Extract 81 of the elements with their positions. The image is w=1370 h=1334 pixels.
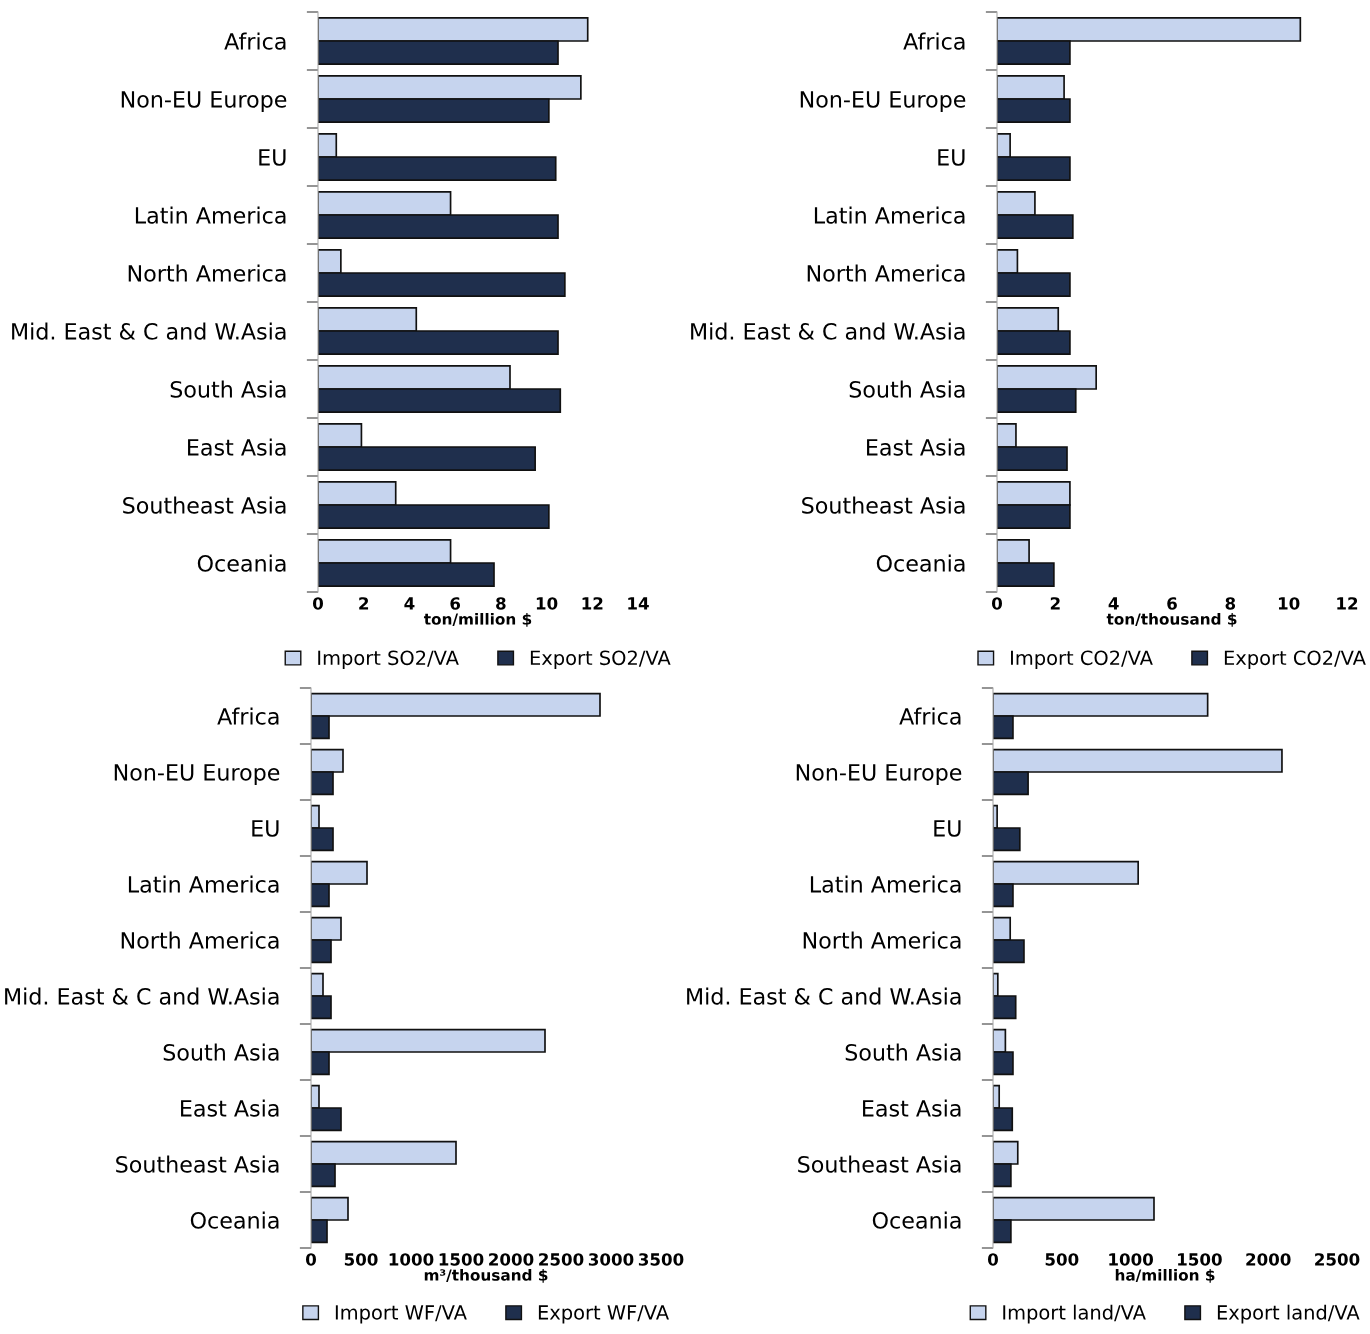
legend-label: Import SO2/VA [318, 650, 459, 669]
x-tick-label: 0 [992, 597, 1002, 610]
legend-label: Export CO2/VA [1224, 650, 1366, 669]
y-tick-label: Non-EU Europe [796, 764, 962, 786]
y-tick-label: Oceania [876, 554, 965, 572]
y-tick-label: North America [807, 264, 965, 282]
x-tick-label: 12 [1337, 597, 1358, 610]
x-axis-title: ha/million $ [1115, 1268, 1215, 1283]
legend-label: Import WF/VA [335, 1305, 467, 1324]
legend-label: Export land/VA [1217, 1304, 1360, 1324]
y-tick-label: Africa [217, 707, 279, 725]
x-tick-label: 4 [404, 597, 415, 610]
y-tick-label: East Asia [188, 438, 286, 456]
y-tick-label: North America [128, 264, 286, 282]
x-tick-label: 500 [1045, 1253, 1079, 1266]
y-tick-label: Latin America [135, 206, 286, 224]
y-tick-label: North America [803, 931, 961, 949]
x-tick-label: 0 [306, 1253, 316, 1266]
x-tick-label: 2000 [489, 1253, 534, 1266]
y-tick-label: Latin America [810, 875, 961, 893]
legend-label: Import land/VA [1003, 1304, 1146, 1324]
y-tick-label: Latin America [814, 206, 965, 224]
x-tick-label: 1500 [1178, 1253, 1222, 1266]
x-tick-label: 8 [496, 597, 506, 610]
x-tick-label: 0 [988, 1253, 998, 1266]
y-tick-label: EU [252, 820, 279, 837]
y-tick-label: Southeast Asia [798, 1155, 961, 1173]
y-tick-label: South Asia [849, 380, 965, 398]
y-tick-label: South Asia [163, 1043, 279, 1061]
x-tick-label: 2000 [1246, 1253, 1291, 1266]
x-tick-label: 2500 [1315, 1253, 1360, 1266]
x-tick-label: 2 [359, 597, 369, 610]
y-tick-label: Non-EU Europe [121, 91, 287, 113]
y-tick-label: South Asia [170, 380, 286, 398]
y-tick-label: South Asia [845, 1043, 961, 1061]
x-tick-label: 1500 [439, 1253, 484, 1266]
y-tick-label: North America [121, 931, 279, 949]
legend-label: Export WF/VA [538, 1305, 669, 1324]
y-tick-label: Africa [899, 707, 961, 725]
x-tick-label: 0 [313, 597, 323, 610]
y-tick-label: Oceania [190, 1211, 279, 1229]
legend-label: Import CO2/VA [1011, 650, 1153, 669]
x-tick-label: 8 [1225, 597, 1236, 610]
x-tick-label: 14 [628, 597, 649, 610]
x-tick-label: 1000 [389, 1253, 434, 1266]
legend-label: Export SO2/VA [530, 650, 671, 669]
x-tick-label: 6 [1167, 597, 1177, 610]
x-tick-label: 4 [1108, 597, 1119, 610]
y-tick-label: Mid. East & C and W.Asia [691, 322, 965, 340]
x-tick-label: 6 [450, 597, 461, 610]
y-tick-label: Oceania [197, 554, 286, 572]
y-tick-label: Mid. East & C and W.Asia [5, 987, 279, 1005]
y-tick-label: East Asia [863, 1099, 961, 1117]
y-tick-label: Mid. East & C and W.Asia [687, 987, 961, 1005]
y-tick-label: Oceania [872, 1211, 961, 1229]
y-tick-label: Mid. East & C and W.Asia [12, 322, 286, 340]
x-tick-label: 3000 [588, 1253, 634, 1266]
x-tick-label: 3500 [638, 1253, 684, 1266]
x-tick-label: 2500 [539, 1253, 584, 1266]
x-axis-title: m³/thousand $ [424, 1268, 548, 1283]
x-tick-label: 1000 [1109, 1253, 1153, 1266]
y-tick-label: Africa [224, 32, 286, 50]
x-axis-title: ton/thousand $ [1106, 612, 1237, 627]
x-tick-label: 10 [536, 597, 558, 610]
y-tick-label: EU [259, 149, 286, 166]
y-tick-label: Southeast Asia [116, 1155, 279, 1173]
y-tick-label: Southeast Asia [802, 496, 965, 514]
x-tick-label: 10 [1278, 597, 1300, 610]
x-tick-label: 12 [582, 597, 603, 610]
y-tick-label: Southeast Asia [123, 496, 286, 514]
y-tick-label: Africa [903, 32, 965, 50]
y-tick-label: East Asia [181, 1099, 279, 1117]
y-tick-label: EU [934, 820, 961, 837]
y-tick-label: Non-EU Europe [800, 91, 966, 113]
y-tick-label: Non-EU Europe [114, 764, 280, 786]
y-tick-label: East Asia [867, 438, 965, 456]
y-tick-label: EU [938, 149, 965, 166]
x-tick-label: 2 [1050, 597, 1060, 610]
x-tick-label: 500 [344, 1253, 378, 1266]
y-tick-label: Latin America [128, 875, 279, 893]
x-axis-title: ton/million $ [423, 612, 532, 627]
